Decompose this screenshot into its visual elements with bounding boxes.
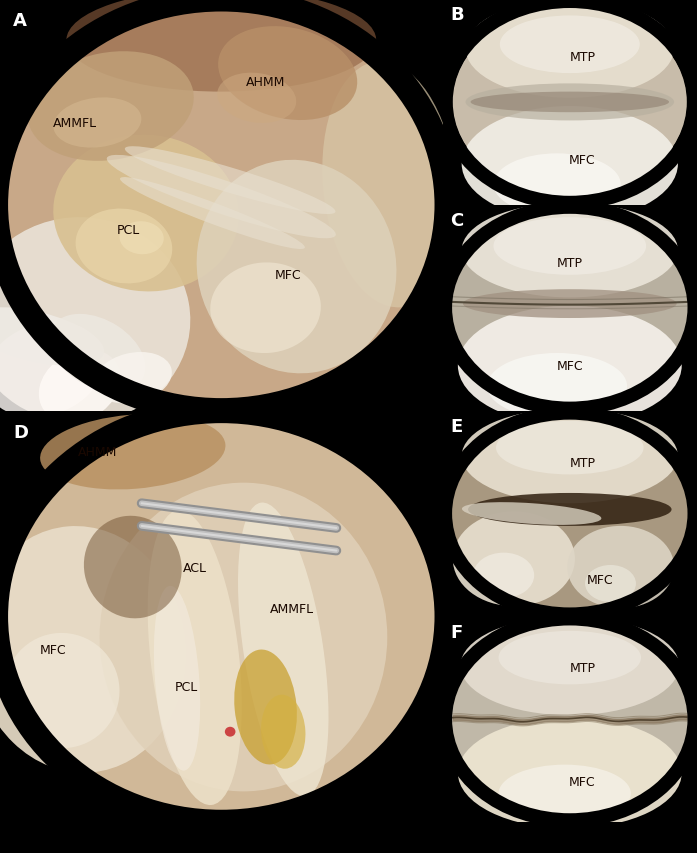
Ellipse shape xyxy=(261,695,305,769)
Ellipse shape xyxy=(496,421,643,475)
Text: 10.5662/wjm.v13.i4.359: 10.5662/wjm.v13.i4.359 xyxy=(237,831,388,844)
Ellipse shape xyxy=(453,512,575,606)
Ellipse shape xyxy=(27,52,194,162)
Ellipse shape xyxy=(4,633,119,748)
Text: MFC: MFC xyxy=(275,269,301,282)
Ellipse shape xyxy=(466,0,674,99)
Ellipse shape xyxy=(0,322,104,418)
Ellipse shape xyxy=(75,209,172,284)
Ellipse shape xyxy=(39,350,121,423)
Ellipse shape xyxy=(0,526,186,773)
Ellipse shape xyxy=(148,511,242,805)
Ellipse shape xyxy=(93,352,172,404)
Ellipse shape xyxy=(84,516,182,618)
Ellipse shape xyxy=(500,16,640,74)
Ellipse shape xyxy=(49,315,146,392)
Ellipse shape xyxy=(197,160,397,374)
Circle shape xyxy=(225,727,236,737)
Text: AHMM: AHMM xyxy=(77,446,117,459)
Ellipse shape xyxy=(218,27,358,121)
Ellipse shape xyxy=(119,222,164,255)
Text: C: C xyxy=(450,212,464,229)
Ellipse shape xyxy=(217,73,296,124)
Ellipse shape xyxy=(4,420,438,814)
Text: MTP: MTP xyxy=(557,257,583,270)
Ellipse shape xyxy=(0,218,190,423)
Ellipse shape xyxy=(461,204,678,298)
Ellipse shape xyxy=(461,617,679,716)
Ellipse shape xyxy=(498,631,641,685)
Text: MTP: MTP xyxy=(569,662,595,675)
Ellipse shape xyxy=(493,154,621,216)
Ellipse shape xyxy=(473,553,534,598)
Text: DOI:: DOI: xyxy=(206,831,236,844)
Text: MFC: MFC xyxy=(40,643,66,656)
Text: MFC: MFC xyxy=(587,573,613,586)
Text: E: E xyxy=(450,417,463,435)
Ellipse shape xyxy=(487,354,627,420)
Ellipse shape xyxy=(66,0,376,92)
Text: MFC: MFC xyxy=(569,775,596,787)
Ellipse shape xyxy=(461,409,678,503)
Ellipse shape xyxy=(458,717,682,828)
Ellipse shape xyxy=(462,502,602,525)
Text: PCL: PCL xyxy=(116,223,140,237)
Text: PCL: PCL xyxy=(174,680,197,693)
Ellipse shape xyxy=(54,98,141,148)
Ellipse shape xyxy=(470,92,669,113)
Circle shape xyxy=(0,0,447,415)
Ellipse shape xyxy=(4,9,438,403)
Ellipse shape xyxy=(322,62,457,308)
Ellipse shape xyxy=(234,650,297,764)
Ellipse shape xyxy=(125,147,335,215)
Circle shape xyxy=(453,9,687,197)
Text: MTP: MTP xyxy=(569,51,595,64)
Ellipse shape xyxy=(463,290,677,319)
Text: F: F xyxy=(450,623,463,641)
Text: ACL: ACL xyxy=(183,561,207,574)
Ellipse shape xyxy=(493,218,646,276)
Text: B: B xyxy=(450,6,464,24)
Circle shape xyxy=(450,212,689,405)
Circle shape xyxy=(450,417,689,611)
Ellipse shape xyxy=(107,156,336,239)
Text: Copyright: Copyright xyxy=(431,831,496,844)
Circle shape xyxy=(450,623,689,816)
Text: A: A xyxy=(13,12,27,31)
Text: D: D xyxy=(13,423,29,442)
Ellipse shape xyxy=(210,263,321,354)
Ellipse shape xyxy=(466,84,674,121)
Ellipse shape xyxy=(100,483,388,792)
Ellipse shape xyxy=(567,526,674,608)
Ellipse shape xyxy=(0,308,104,367)
Text: MFC: MFC xyxy=(556,359,583,373)
Text: AMMFL: AMMFL xyxy=(270,602,314,615)
Text: ©The Author(s) 2023.: ©The Author(s) 2023. xyxy=(481,831,615,844)
Ellipse shape xyxy=(120,178,305,250)
Text: MFC: MFC xyxy=(569,154,596,167)
Text: MTP: MTP xyxy=(569,456,595,469)
Text: AMMFL: AMMFL xyxy=(53,117,98,130)
Text: AHMM: AHMM xyxy=(246,76,285,89)
Circle shape xyxy=(0,407,447,827)
Ellipse shape xyxy=(238,503,328,796)
Ellipse shape xyxy=(468,493,672,526)
Ellipse shape xyxy=(458,306,682,426)
Ellipse shape xyxy=(53,136,239,292)
Ellipse shape xyxy=(461,107,678,222)
Ellipse shape xyxy=(498,765,631,822)
Ellipse shape xyxy=(40,415,225,490)
Ellipse shape xyxy=(585,566,636,602)
Ellipse shape xyxy=(154,586,200,770)
